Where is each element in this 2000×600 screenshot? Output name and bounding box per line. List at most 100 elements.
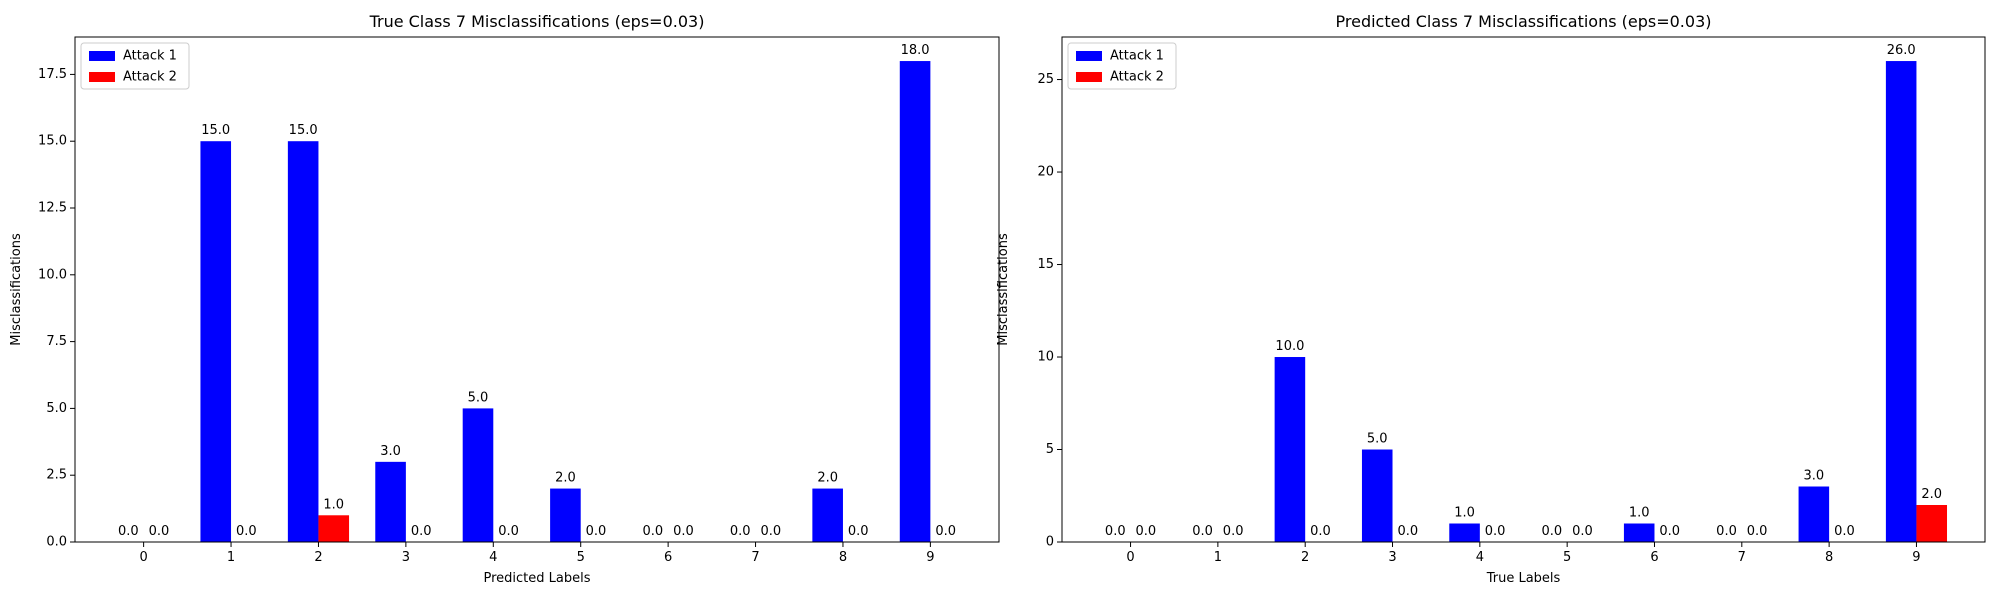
bar-value-label: 0.0 bbox=[1834, 524, 1855, 539]
x-tick-label: 6 bbox=[1650, 550, 1658, 565]
bar-value-label: 0.0 bbox=[1659, 524, 1680, 539]
bar-value-label: 18.0 bbox=[901, 43, 930, 58]
bar-0-3 bbox=[1361, 449, 1393, 542]
bar-0-1 bbox=[200, 141, 232, 542]
bar-value-label: 0.0 bbox=[730, 524, 751, 539]
series-1: 0.0 0.0 0.0 0.0 0.0 0.0 0.0 0.0 0.0 2.0 bbox=[1135, 487, 1948, 542]
bar-value-label: 1.0 bbox=[323, 497, 344, 512]
bar-0-3 bbox=[375, 461, 406, 542]
y-tick-label: 2.5 bbox=[46, 468, 67, 483]
y-tick-label: 25 bbox=[1037, 72, 1054, 87]
bar-value-label: 0.0 bbox=[586, 524, 607, 539]
bar-value-label: 0.0 bbox=[1105, 524, 1126, 539]
legend-swatch-1 bbox=[1076, 72, 1102, 82]
y-tick-label: 0.0 bbox=[46, 535, 67, 550]
bar-0-4 bbox=[462, 408, 494, 542]
bar-value-label: 1.0 bbox=[1454, 506, 1475, 521]
bar-value-label: 10.0 bbox=[1275, 339, 1304, 354]
x-tick-label: 2 bbox=[314, 550, 322, 565]
y-tick-label: 15 bbox=[1037, 257, 1054, 272]
bar-0-4 bbox=[1449, 523, 1480, 542]
bar-1-9 bbox=[1916, 505, 1948, 542]
bar-0-9 bbox=[899, 61, 931, 543]
bar-0-5 bbox=[550, 488, 581, 542]
bar-value-label: 15.0 bbox=[201, 123, 230, 138]
bar-1-2 bbox=[318, 515, 350, 542]
bar-value-label: 3.0 bbox=[380, 444, 401, 459]
x-tick-label: 1 bbox=[1214, 550, 1222, 565]
bar-value-label: 5.0 bbox=[1367, 432, 1388, 447]
x-tick-label: 7 bbox=[751, 550, 759, 565]
y-axis-label: Misclassifications bbox=[996, 233, 1011, 346]
x-tick-label: 6 bbox=[664, 550, 672, 565]
legend-label: Attack 2 bbox=[1110, 70, 1164, 85]
bar-value-label: 0.0 bbox=[1397, 524, 1418, 539]
bar-value-label: 0.0 bbox=[498, 524, 519, 539]
bar-0-8 bbox=[812, 488, 843, 542]
bar-value-label: 0.0 bbox=[1542, 524, 1563, 539]
x-tick-label: 1 bbox=[227, 550, 235, 565]
bar-0-2 bbox=[1274, 357, 1306, 542]
x-tick-label: 8 bbox=[839, 550, 847, 565]
legend-label: Attack 1 bbox=[1110, 49, 1164, 64]
bar-0-9 bbox=[1885, 61, 1917, 543]
plot-frame bbox=[74, 36, 1000, 543]
x-axis-label: Predicted Labels bbox=[483, 571, 590, 586]
legend-label: Attack 1 bbox=[123, 49, 177, 64]
bar-value-label: 0.0 bbox=[1572, 524, 1593, 539]
y-tick-label: 0 bbox=[1046, 535, 1054, 550]
bar-value-label: 0.0 bbox=[411, 524, 432, 539]
y-tick-label: 5 bbox=[1046, 442, 1054, 457]
bar-value-label: 2.0 bbox=[1921, 487, 1942, 502]
x-tick-label: 5 bbox=[1563, 550, 1571, 565]
bar-value-label: 0.0 bbox=[935, 524, 956, 539]
bar-value-label: 0.0 bbox=[1192, 524, 1213, 539]
legend-label: Attack 2 bbox=[123, 70, 177, 85]
bar-value-label: 5.0 bbox=[468, 390, 489, 405]
x-tick-label: 5 bbox=[577, 550, 585, 565]
bar-value-label: 0.0 bbox=[642, 524, 663, 539]
bar-value-label: 26.0 bbox=[1887, 43, 1916, 58]
bar-0-2 bbox=[287, 141, 319, 542]
chart-title: True Class 7 Misclassifications (eps=0.0… bbox=[369, 12, 705, 31]
chart-1: 0.0 0.010.05.01.00.01.00.03.026.00.0 0.0 0.… bbox=[996, 12, 1986, 586]
x-tick-label: 2 bbox=[1301, 550, 1309, 565]
bar-value-label: 0.0 bbox=[848, 524, 869, 539]
y-axis-label: Misclassifications bbox=[9, 233, 24, 346]
chart-title: Predicted Class 7 Misclassifications (ep… bbox=[1336, 12, 1712, 31]
x-tick-label: 0 bbox=[1126, 550, 1134, 565]
series-1: 0.0 0.0 1.0 0.0 0.0 0.0 0.0 0.0 0.0 0.0 bbox=[149, 497, 956, 542]
bar-0-8 bbox=[1798, 486, 1830, 542]
bar-value-label: 15.0 bbox=[289, 123, 318, 138]
bar-value-label: 2.0 bbox=[555, 471, 576, 486]
bar-value-label: 0.0 bbox=[118, 524, 139, 539]
legend: Attack 1 Attack 2 bbox=[80, 42, 190, 90]
x-tick-label: 9 bbox=[926, 550, 934, 565]
legend: Attack 1 Attack 2 bbox=[1067, 42, 1177, 90]
legend-swatch-1 bbox=[89, 72, 115, 82]
bar-value-label: 0.0 bbox=[236, 524, 257, 539]
x-axis-label: True Labels bbox=[1486, 571, 1561, 586]
series-0: 0.0 15.0 15.0 3.0 5.0 2.0 0.0 0.0 2.0 18.0 bbox=[118, 43, 931, 543]
bar-value-label: 0.0 bbox=[1485, 524, 1506, 539]
x-tick-label: 8 bbox=[1825, 550, 1833, 565]
x-tick-label: 9 bbox=[1912, 550, 1920, 565]
y-tick-label: 12.5 bbox=[38, 201, 67, 216]
bar-value-label: 0.0 bbox=[1310, 524, 1331, 539]
legend-swatch-0 bbox=[1076, 51, 1102, 61]
bar-value-label: 3.0 bbox=[1804, 469, 1825, 484]
y-tick-label: 5.0 bbox=[46, 401, 67, 416]
bar-value-label: 0.0 bbox=[673, 524, 694, 539]
y-tick-label: 10.0 bbox=[38, 267, 67, 282]
bar-value-label: 0.0 bbox=[1747, 524, 1768, 539]
series-0: 0.0 0.0 10.0 5.0 1.0 0.0 1.0 0.0 3.0 26.0 bbox=[1105, 43, 1917, 543]
x-tick-label: 3 bbox=[1388, 550, 1396, 565]
x-tick-label: 3 bbox=[402, 550, 410, 565]
x-tick-label: 7 bbox=[1738, 550, 1746, 565]
x-tick-label: 0 bbox=[139, 550, 147, 565]
y-tick-label: 15.0 bbox=[38, 134, 67, 149]
bar-value-label: 0.0 bbox=[149, 524, 170, 539]
bar-value-label: 0.0 bbox=[1716, 524, 1737, 539]
legend-swatch-0 bbox=[89, 51, 115, 61]
